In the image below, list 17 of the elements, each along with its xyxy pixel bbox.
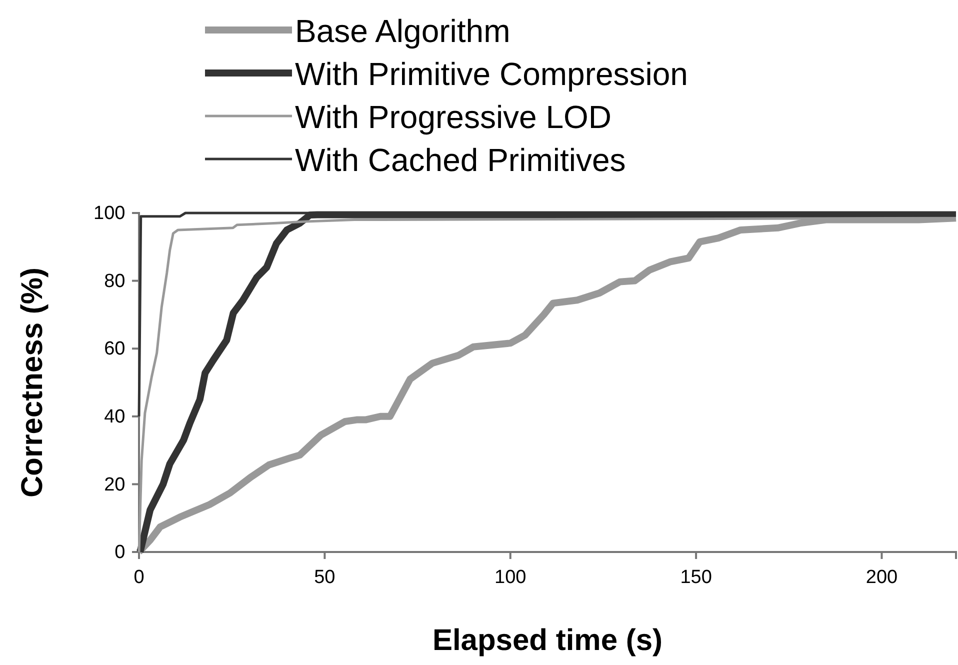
y-tick-label: 100 bbox=[93, 203, 126, 224]
legend-label: Base Algorithm bbox=[295, 13, 510, 49]
legend-label: With Primitive Compression bbox=[295, 56, 688, 92]
y-tick-label: 40 bbox=[104, 406, 126, 428]
y-axis-title: Correctness (%) bbox=[16, 267, 49, 498]
y-tick-label: 20 bbox=[104, 474, 126, 496]
y-tick-label: 0 bbox=[114, 542, 126, 564]
x-tick-label: 50 bbox=[314, 566, 336, 588]
x-tick-label: 150 bbox=[680, 566, 712, 588]
x-tick-label: 0 bbox=[134, 566, 144, 588]
x-tick-label: 200 bbox=[866, 566, 898, 588]
y-tick-label: 80 bbox=[104, 270, 126, 292]
x-tick-label: 100 bbox=[494, 566, 526, 588]
legend-label: With Progressive LOD bbox=[295, 99, 612, 135]
y-tick-label: 60 bbox=[104, 338, 126, 360]
legend-label: With Cached Primitives bbox=[295, 142, 626, 178]
x-axis-title: Elapsed time (s) bbox=[432, 624, 663, 657]
